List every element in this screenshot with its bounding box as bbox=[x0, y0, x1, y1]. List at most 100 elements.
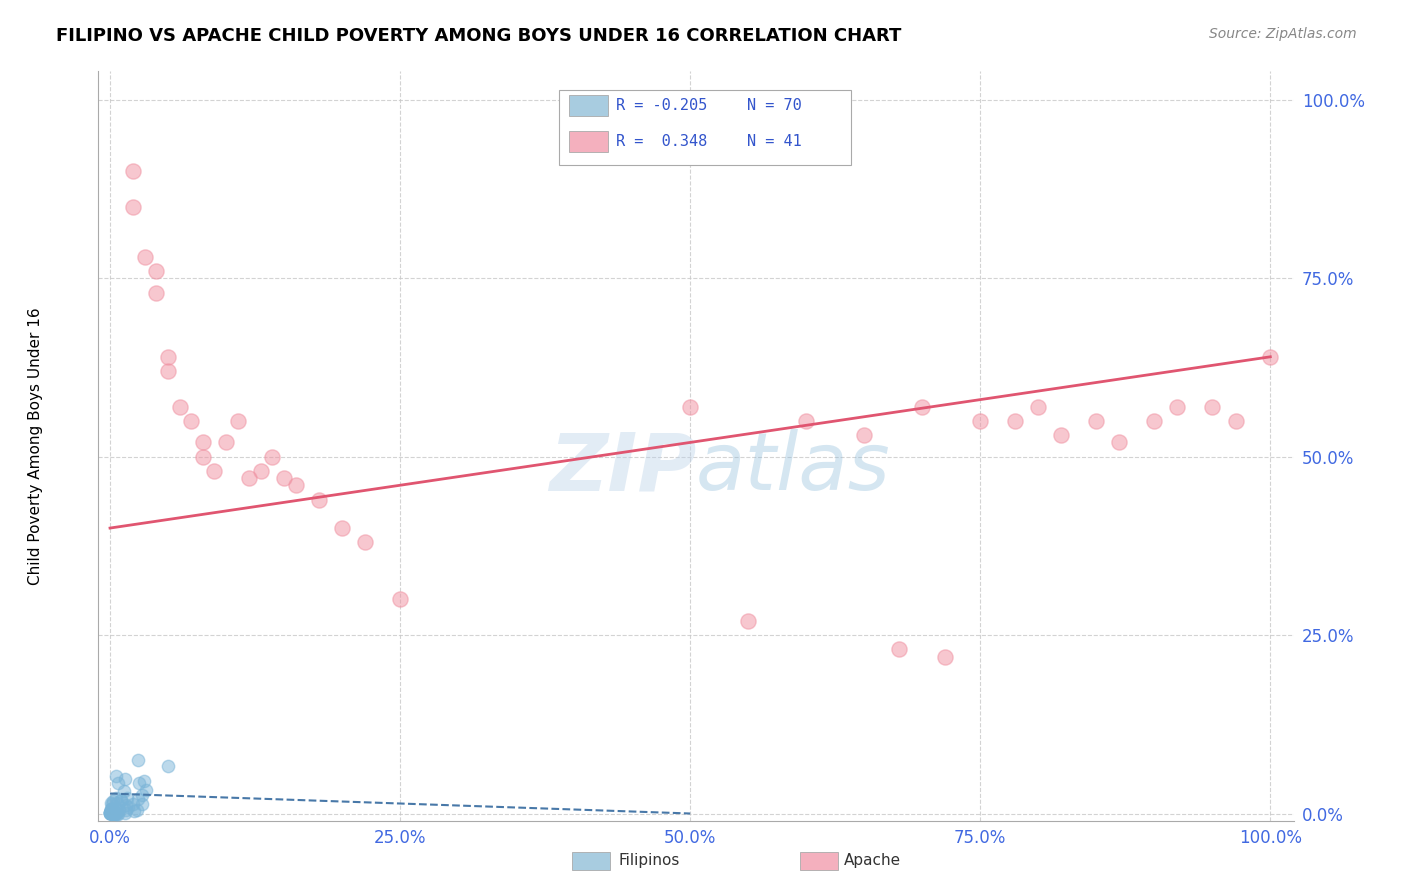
Point bbox=[117, 800, 139, 814]
Point bbox=[100, 806, 122, 821]
Point bbox=[103, 806, 125, 821]
Point bbox=[114, 772, 136, 787]
Point bbox=[330, 521, 353, 535]
Text: Source: ZipAtlas.com: Source: ZipAtlas.com bbox=[1209, 27, 1357, 41]
Point bbox=[101, 805, 124, 820]
Point bbox=[127, 792, 149, 806]
Point bbox=[103, 803, 125, 817]
Point bbox=[98, 805, 121, 820]
Point bbox=[284, 478, 307, 492]
Point bbox=[1085, 414, 1108, 428]
Point bbox=[114, 805, 136, 820]
Point bbox=[180, 414, 202, 428]
Point bbox=[215, 435, 238, 450]
Point bbox=[101, 805, 124, 820]
Point bbox=[104, 769, 127, 783]
Text: FILIPINO VS APACHE CHILD POVERTY AMONG BOYS UNDER 16 CORRELATION CHART: FILIPINO VS APACHE CHILD POVERTY AMONG B… bbox=[56, 27, 901, 45]
Point bbox=[105, 791, 128, 805]
FancyBboxPatch shape bbox=[572, 852, 610, 870]
Point bbox=[103, 805, 125, 819]
Point bbox=[250, 464, 273, 478]
Point bbox=[262, 450, 284, 464]
Point bbox=[145, 285, 167, 300]
Point bbox=[100, 805, 122, 820]
Point bbox=[101, 805, 124, 820]
Point bbox=[389, 592, 412, 607]
Text: Child Poverty Among Boys Under 16: Child Poverty Among Boys Under 16 bbox=[28, 307, 42, 585]
Point bbox=[103, 806, 125, 821]
Point bbox=[226, 414, 249, 428]
Point bbox=[1225, 414, 1247, 428]
Point bbox=[308, 492, 330, 507]
Point bbox=[98, 806, 121, 821]
Point bbox=[157, 364, 180, 378]
Point bbox=[122, 164, 145, 178]
Point bbox=[115, 790, 138, 805]
Point bbox=[122, 200, 145, 214]
FancyBboxPatch shape bbox=[569, 130, 607, 152]
Point bbox=[737, 614, 759, 628]
Text: ZIP: ZIP bbox=[548, 429, 696, 508]
Point bbox=[103, 803, 125, 817]
FancyBboxPatch shape bbox=[800, 852, 838, 870]
Point bbox=[127, 803, 149, 817]
Point bbox=[354, 535, 377, 549]
Text: N = 41: N = 41 bbox=[748, 135, 801, 149]
Point bbox=[98, 806, 121, 821]
Point bbox=[104, 805, 127, 820]
Point bbox=[100, 804, 122, 818]
Point bbox=[100, 806, 122, 821]
Point bbox=[107, 775, 129, 789]
Point bbox=[1050, 428, 1073, 442]
Point bbox=[122, 797, 145, 811]
Point bbox=[110, 793, 132, 807]
Point bbox=[108, 803, 131, 817]
Point bbox=[100, 805, 122, 820]
FancyBboxPatch shape bbox=[569, 95, 607, 116]
Point bbox=[104, 806, 127, 821]
Point bbox=[934, 649, 956, 664]
Point bbox=[100, 804, 122, 818]
Point bbox=[105, 805, 128, 820]
Point bbox=[794, 414, 817, 428]
Point bbox=[110, 792, 132, 806]
Point bbox=[853, 428, 876, 442]
Point bbox=[101, 805, 124, 820]
Point bbox=[100, 802, 122, 816]
Point bbox=[131, 797, 153, 811]
Point bbox=[101, 806, 124, 821]
Point bbox=[101, 805, 124, 819]
Point bbox=[1201, 400, 1223, 414]
Point bbox=[134, 250, 156, 264]
Point bbox=[157, 350, 180, 364]
Point bbox=[105, 806, 128, 821]
Text: atlas: atlas bbox=[696, 429, 891, 508]
Point bbox=[157, 758, 180, 772]
Point bbox=[679, 400, 702, 414]
Point bbox=[98, 805, 121, 820]
Text: Apache: Apache bbox=[844, 854, 901, 868]
Point bbox=[112, 784, 135, 798]
Point bbox=[1108, 435, 1130, 450]
Point bbox=[103, 804, 125, 818]
Point bbox=[134, 773, 156, 788]
Point bbox=[169, 400, 191, 414]
Point bbox=[100, 797, 122, 811]
Point bbox=[101, 794, 124, 808]
Point bbox=[887, 642, 910, 657]
Point bbox=[100, 806, 122, 821]
Point bbox=[1026, 400, 1049, 414]
Point bbox=[101, 805, 124, 819]
Point bbox=[104, 806, 127, 821]
Point bbox=[100, 802, 122, 816]
Point bbox=[1143, 414, 1166, 428]
Point bbox=[204, 464, 226, 478]
Point bbox=[115, 803, 138, 817]
Point bbox=[135, 783, 157, 797]
Point bbox=[191, 450, 214, 464]
Point bbox=[1004, 414, 1026, 428]
Text: N = 70: N = 70 bbox=[748, 98, 801, 113]
Text: R = -0.205: R = -0.205 bbox=[616, 98, 707, 113]
Point bbox=[128, 775, 150, 789]
Point bbox=[101, 805, 124, 819]
